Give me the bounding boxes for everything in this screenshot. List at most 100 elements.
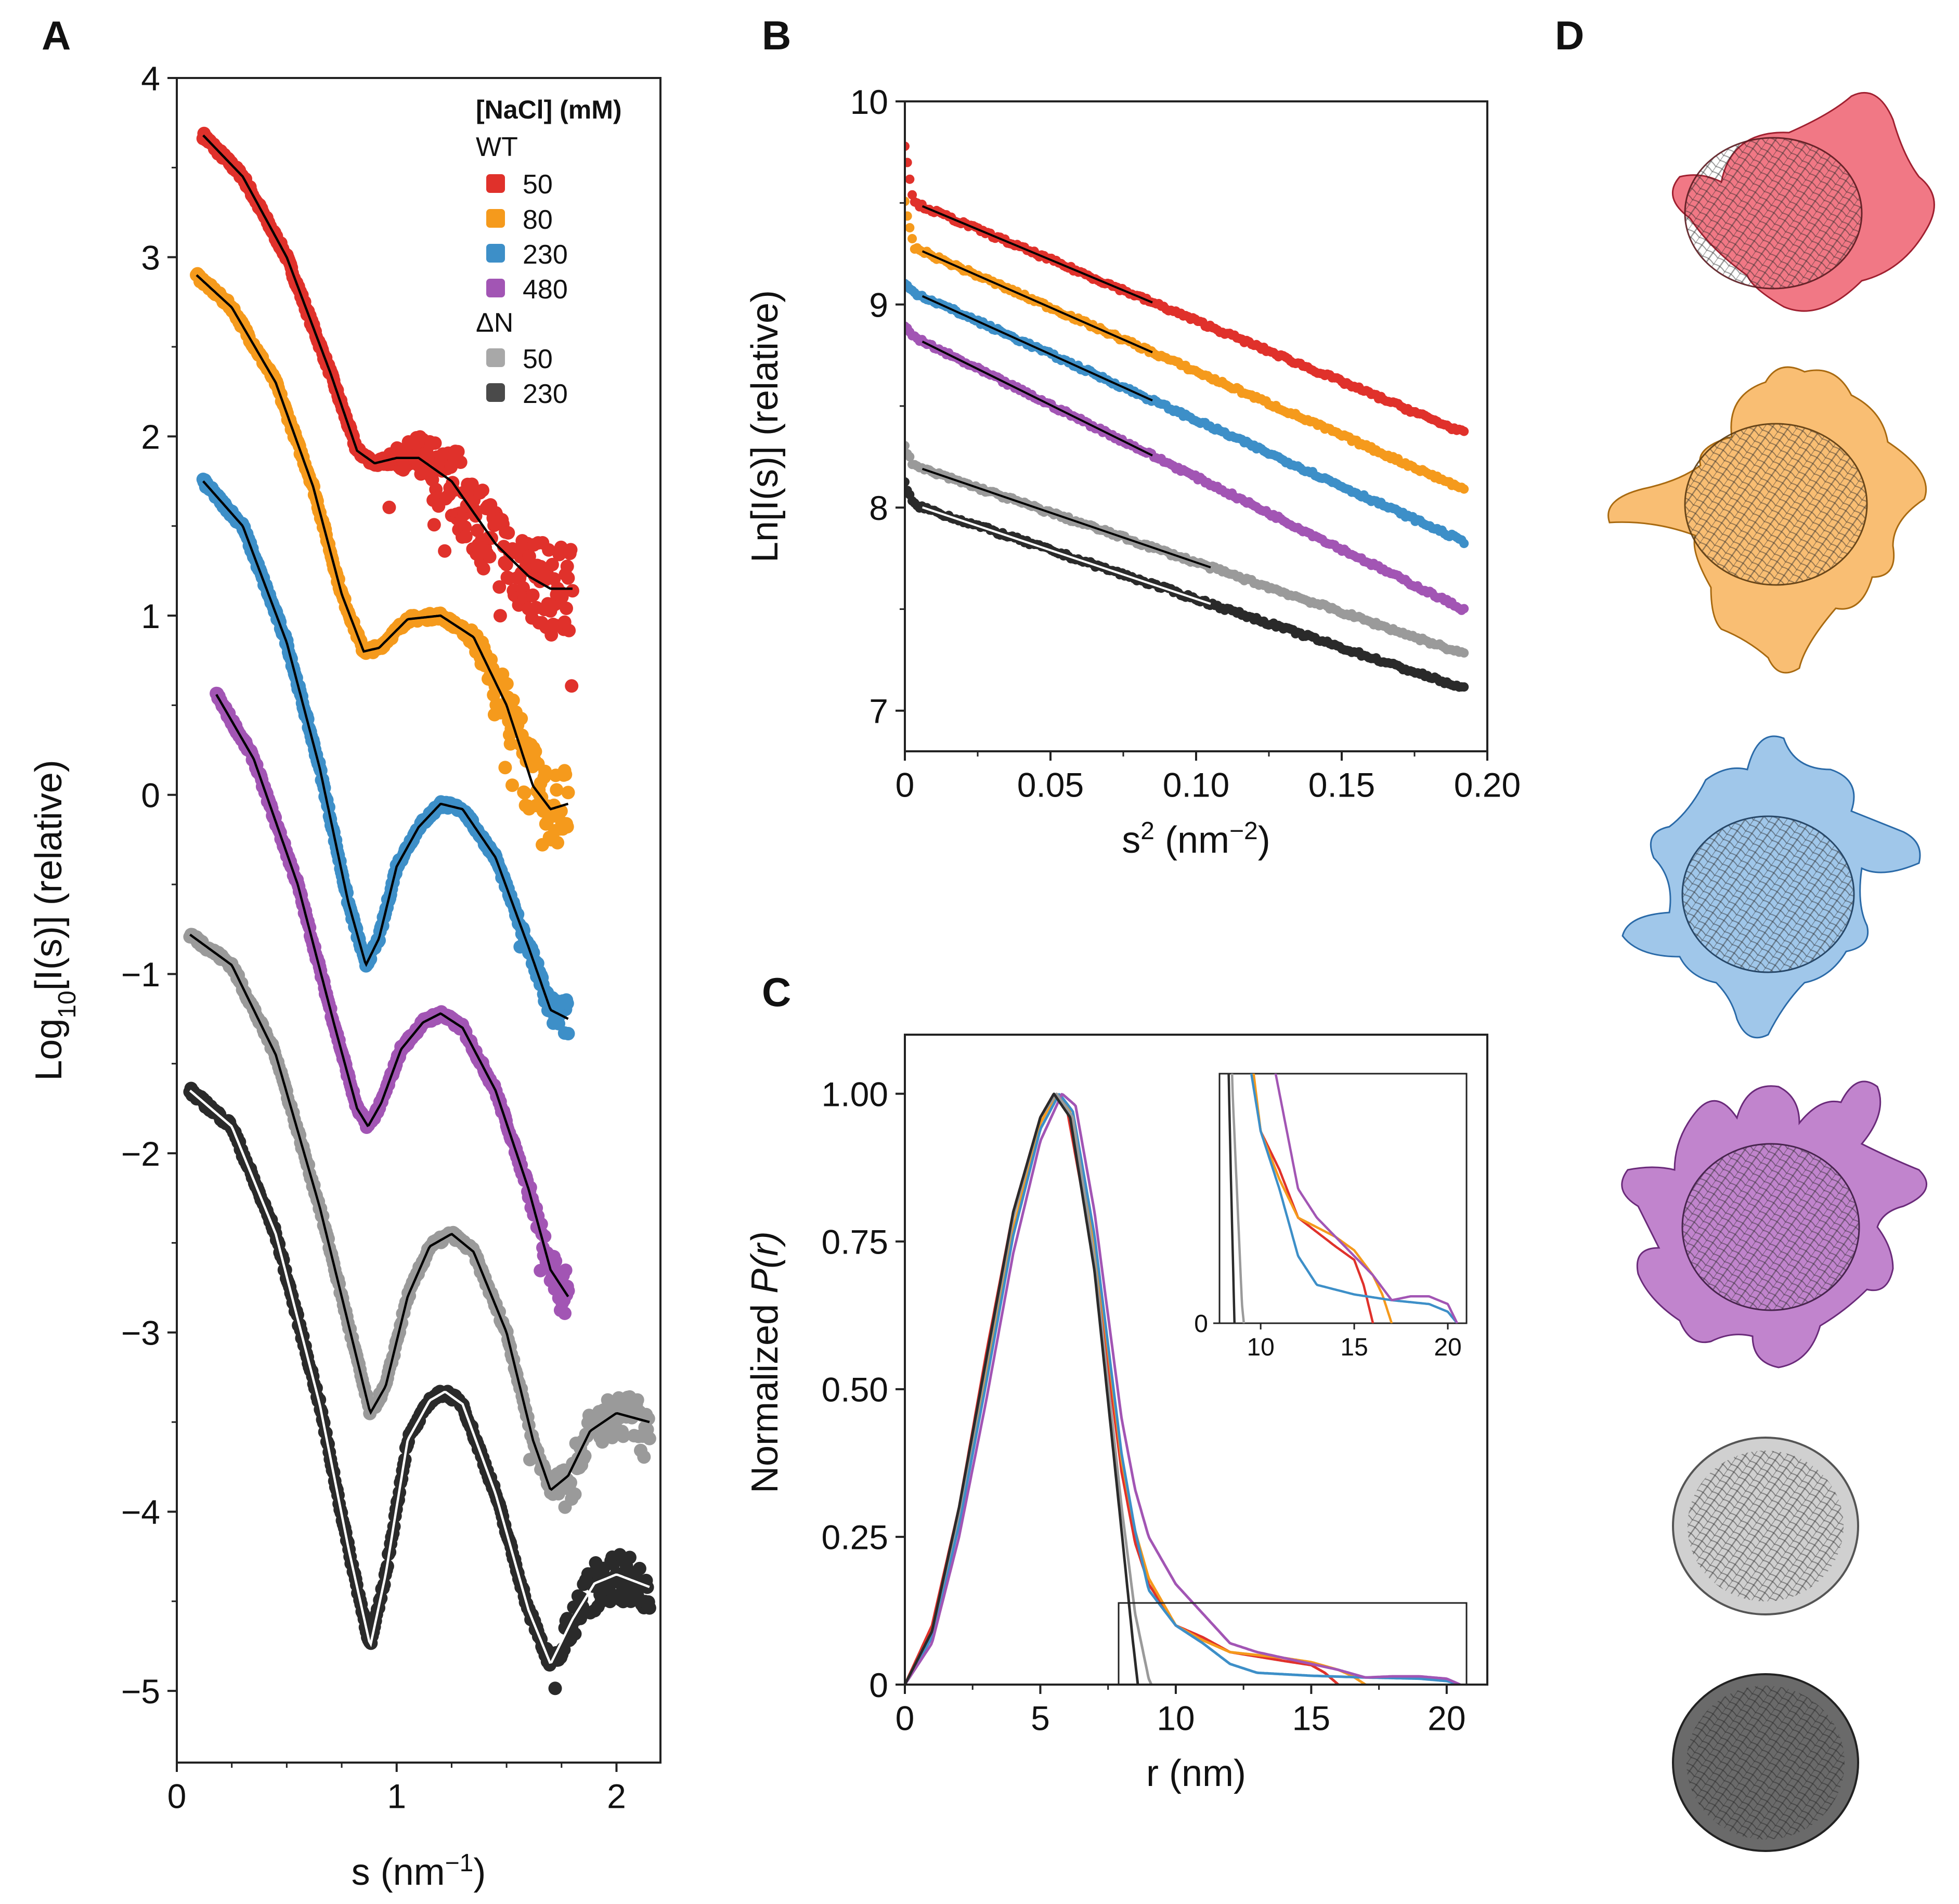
point-a-wt-50-mm (438, 544, 452, 558)
panel-b-y-tick-label: 7 (869, 692, 888, 731)
panel-a-y-tick-label: 1 (141, 597, 160, 635)
point-a-wt-50-mm (382, 500, 396, 514)
point-a-wt-80-mm (514, 712, 528, 725)
legend-swatch-wt-480 (486, 279, 505, 297)
point-a-wt-480-mm (559, 1263, 573, 1277)
panel-a-x-axis-label: s (nm−1) (352, 1849, 486, 1894)
point-a-dnn-230-mm (622, 1550, 637, 1564)
legend-label-dn-50: 50 (523, 344, 553, 374)
point-a-dnn-230-mm (548, 1681, 562, 1696)
point-b-wt-80-mm (905, 197, 910, 206)
fit-line-b-dnn-230-mm (922, 506, 1211, 605)
fit-line-b-dnn-50-mm (922, 467, 1211, 569)
point-a-dnn-50-mm (637, 1450, 651, 1464)
panel-a-x-tick-label: 1 (387, 1777, 406, 1815)
point-a-wt-50-mm (465, 477, 479, 491)
point-b-dnn-230-mm (1459, 682, 1469, 692)
point-a-wt-80-mm (503, 737, 517, 751)
inset-x-tick-label: 15 (1340, 1334, 1368, 1361)
fit-line-b-wt-80-mm (922, 250, 1153, 354)
panel-b-plot-frame (904, 100, 1488, 752)
point-b-wt-50-mm (1459, 426, 1469, 436)
point-a-wt-50-mm (428, 436, 442, 450)
fit-line-a-dnn-50-mm (189, 933, 650, 1491)
pr-curve-dnn-230-mm (905, 1092, 1139, 1685)
point-a-wt-50-mm (459, 529, 473, 543)
panel-c-y-tick-label: 0 (869, 1666, 888, 1704)
panel-b-x-axis-label: s2 (nm−2) (1122, 817, 1270, 862)
point-a-wt-50-mm (565, 584, 579, 598)
point-b-wt-50-mm (905, 141, 910, 151)
panel-label-b: B (762, 12, 791, 58)
inset-y-tick-label: 0 (1194, 1310, 1208, 1338)
point-b-wt-230-mm (1459, 539, 1469, 549)
panel-c-x-axis-label: r (nm) (1146, 1753, 1246, 1794)
point-a-wt-50-mm (555, 590, 569, 604)
point-a-wt-50-mm (427, 518, 441, 532)
point-a-wt-50-mm (501, 526, 515, 540)
point-a-wt-50-mm (476, 562, 490, 576)
inset-x-tick-label: 10 (1247, 1334, 1274, 1361)
panel-d-envelopes (1607, 92, 1935, 1852)
panel-c-y-tick-label: 0.75 (822, 1222, 888, 1261)
panel-a-y-tick-label: 0 (141, 776, 160, 814)
legend-swatch-wt-50 (486, 174, 505, 193)
point-a-wt-50-mm (562, 623, 576, 637)
point-a-wt-50-mm (492, 580, 507, 594)
panel-label-c: C (762, 969, 791, 1015)
panel-c-y-tick-label: 0.25 (822, 1518, 888, 1557)
point-a-dnn-50-mm (642, 1431, 656, 1445)
point-a-dnn-50-mm (616, 1429, 630, 1443)
panel-b-y-tick-label: 10 (850, 83, 888, 121)
point-b-wt-50-mm (905, 158, 912, 167)
legend-title: [NaCl] (mM) (476, 95, 622, 124)
point-a-wt-480-mm (549, 1254, 563, 1268)
panel-b-x-tick-label: 0 (896, 765, 915, 804)
pr-curve-wt-480-mm (905, 1093, 1461, 1685)
panel-c-x-tick-label: 5 (1031, 1699, 1050, 1737)
point-a-wt-50-mm (451, 445, 465, 459)
inset-curve-wt-480-mm (1274, 1074, 1459, 1323)
fit-line-a-wt-480-mm (215, 694, 569, 1298)
envelope-wt-480-purple (1621, 1080, 1928, 1368)
point-a-wt-50-mm (560, 602, 573, 615)
point-a-wt-80-mm (528, 745, 542, 759)
point-b-wt-50-mm (905, 174, 915, 184)
panel-a-y-tick-label: 2 (141, 418, 160, 456)
point-a-wt-230-mm (560, 996, 574, 1010)
legend-group-dn: ΔN (476, 308, 513, 338)
envelope-wt-80-orange (1607, 366, 1927, 674)
legend-group-wt: WT (476, 132, 518, 162)
panel-a-y-tick-label: −5 (121, 1672, 160, 1711)
panel-a-y-tick-label: 4 (141, 59, 160, 98)
point-b-wt-50-mm (907, 190, 917, 200)
legend-label-wt-230: 230 (523, 240, 568, 270)
fit-line-b-wt-50-mm (922, 205, 1153, 304)
panel-c-zoom-box (1118, 1602, 1468, 1686)
panel-c-x-tick-label: 15 (1292, 1699, 1330, 1737)
point-a-wt-50-mm (526, 588, 540, 602)
point-b-wt-80-mm (905, 223, 915, 232)
panel-b-y-axis-label: Ln[I(s)] (relative) (744, 290, 786, 563)
fit-line-a-dnn-230-mm (189, 1089, 650, 1664)
point-a-wt-50-mm (545, 557, 559, 571)
point-a-wt-80-mm (561, 786, 575, 800)
point-a-wt-50-mm (560, 559, 574, 573)
point-a-wt-50-mm (499, 557, 513, 571)
point-a-wt-80-mm (517, 786, 531, 800)
point-a-wt-80-mm (551, 836, 564, 850)
panel-a-y-axis-label: Log10[I(s)] (relative) (28, 760, 81, 1081)
point-b-dnn-50-mm (905, 452, 915, 462)
point-a-dnn-50-mm (630, 1393, 644, 1407)
point-b-dnn-50-mm (905, 441, 910, 451)
point-a-wt-50-mm (476, 484, 489, 498)
point-b-wt-480-mm (1459, 604, 1469, 614)
point-a-dnn-230-mm (632, 1561, 646, 1575)
inset-x-tick-label: 20 (1434, 1334, 1461, 1361)
point-b-dnn-230-mm (905, 477, 910, 487)
point-a-wt-50-mm (565, 679, 579, 693)
point-a-wt-50-mm (542, 543, 556, 557)
legend-label-wt-80: 80 (523, 205, 553, 235)
inset-curve-dnn-50-mm (1230, 1074, 1246, 1323)
